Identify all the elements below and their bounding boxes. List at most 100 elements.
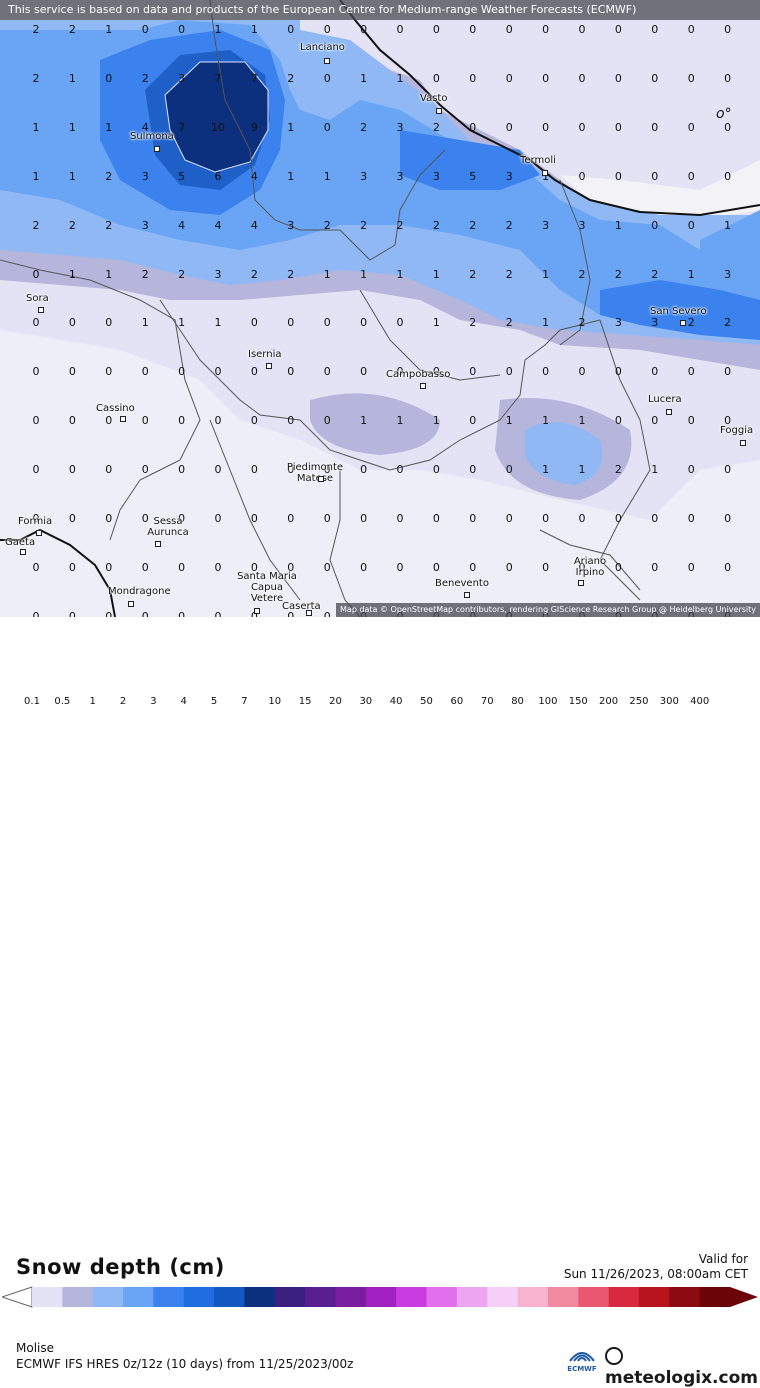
grid-value: 2: [68, 23, 76, 36]
band-3-se: [600, 280, 760, 340]
grid-value: 0: [754, 562, 760, 574]
scale-tick-label: 150: [568, 696, 588, 707]
grid-value: 2: [105, 169, 113, 183]
city-label: Vasto: [420, 93, 448, 104]
ecmwf-attribution: This service is based on data and produc…: [0, 0, 760, 20]
city-dot-icon: [38, 307, 44, 313]
city-label: Sora: [26, 293, 49, 304]
grid-value: 0: [214, 463, 222, 477]
color-scale: [2, 1286, 758, 1308]
grid-value: 0: [141, 23, 149, 36]
grid-value: 0: [578, 23, 586, 36]
valid-label: Valid for: [698, 1252, 748, 1266]
grid-value: 1: [250, 23, 258, 36]
scale-swatch: [669, 1287, 701, 1307]
grid-value: 1: [360, 414, 368, 428]
border-lazio-campania: [209, 419, 301, 601]
grid-value: 2: [578, 316, 586, 330]
city-label: Termoli: [520, 155, 556, 166]
meteologix-logo[interactable]: meteologix.com: [605, 1347, 760, 1388]
grid-value: 2: [105, 218, 113, 232]
city-label: Sessa Aurunca: [147, 516, 189, 538]
grid-value: 2: [32, 23, 40, 36]
grid-value: 0: [505, 512, 513, 525]
grid-value: 0: [687, 463, 695, 477]
grid-value: 0: [323, 609, 331, 617]
snow-depth-map[interactable]: o° This service is based on data and pro…: [0, 0, 760, 617]
grid-value: 3: [432, 169, 440, 183]
grid-value: 2: [178, 267, 186, 281]
grid-value: 0: [754, 122, 760, 134]
grid-value: 0: [614, 365, 622, 379]
grid-value: 0: [68, 365, 76, 379]
grid-value: 3: [141, 169, 149, 183]
scale-swatch: [608, 1287, 640, 1307]
grid-value: 0: [396, 316, 404, 330]
grid-value: 0: [323, 23, 331, 36]
grid-value: 3: [651, 316, 659, 330]
grid-value: 6: [214, 169, 222, 183]
grid-value: 0: [287, 463, 295, 477]
grid-value: 0: [68, 512, 76, 525]
grid-value: 0: [432, 365, 440, 379]
grid-value: 3: [396, 120, 404, 134]
grid-value: 0: [505, 120, 513, 134]
grid-value: 0: [32, 463, 40, 477]
grid-value: 0: [687, 23, 695, 36]
grid-value: 7: [178, 120, 186, 134]
grid-value: 1: [178, 316, 186, 330]
grid-value: 0: [287, 609, 295, 617]
grid-value: 0: [68, 316, 76, 330]
grid-value: 0: [542, 23, 550, 36]
city-label: Mondragone: [108, 586, 171, 597]
grid-value: 0: [250, 414, 258, 428]
grid-value: 2: [614, 267, 622, 281]
grid-value: 0: [724, 71, 732, 85]
grid-value: 2: [287, 71, 295, 85]
border-molise-campania: [159, 299, 601, 471]
scale-tick-label: 0.5: [54, 696, 71, 707]
grid-value: 1: [432, 414, 440, 428]
city-dot-icon: [740, 440, 746, 446]
grid-value: 3: [505, 169, 513, 183]
grid-value: 0: [687, 218, 695, 232]
scale-tick-label: 250: [629, 696, 649, 707]
grid-value: 0: [432, 512, 440, 525]
city-dot-icon: [578, 580, 584, 586]
grid-value: 1: [724, 218, 732, 232]
grid-value: 0: [754, 366, 760, 378]
grid-value: 1: [323, 169, 331, 183]
grid-value: 7: [214, 71, 222, 85]
grid-value: 0: [542, 560, 550, 574]
grid-value: 0: [651, 71, 659, 85]
band-10: [165, 62, 268, 172]
grid-value: 2: [141, 267, 149, 281]
grid-value: 1: [105, 23, 113, 36]
band-1-patch: [525, 422, 603, 485]
grid-value: 0: [287, 512, 295, 525]
grid-value: 5: [469, 169, 477, 183]
grid-value: 0: [469, 414, 477, 428]
grid-value: 0: [432, 560, 440, 574]
grid-value: 2: [287, 267, 295, 281]
grid-value: 1: [542, 169, 550, 183]
grid-value: 1: [141, 316, 149, 330]
osm-attribution[interactable]: Map data © OpenStreetMap contributors, r…: [336, 603, 760, 617]
grid-value: 3: [614, 316, 622, 330]
grid-value: 0: [68, 463, 76, 477]
grid-value: 0: [578, 365, 586, 379]
grid-value: 1: [287, 120, 295, 134]
city-dot-icon: [436, 108, 442, 114]
grid-value: 0: [614, 512, 622, 525]
grid-value: 0: [687, 365, 695, 379]
city-dot-icon: [154, 146, 160, 152]
grid-value: 0: [396, 560, 404, 574]
scale-swatch: [547, 1287, 579, 1307]
grid-value: 0: [141, 512, 149, 525]
grid-value: 0: [614, 414, 622, 428]
border-molise-puglia: [559, 179, 591, 346]
band-3-east: [400, 130, 540, 190]
grid-value: 1: [578, 463, 586, 477]
grid-value: 3: [360, 169, 368, 183]
scale-tick-label: 2: [119, 696, 127, 707]
